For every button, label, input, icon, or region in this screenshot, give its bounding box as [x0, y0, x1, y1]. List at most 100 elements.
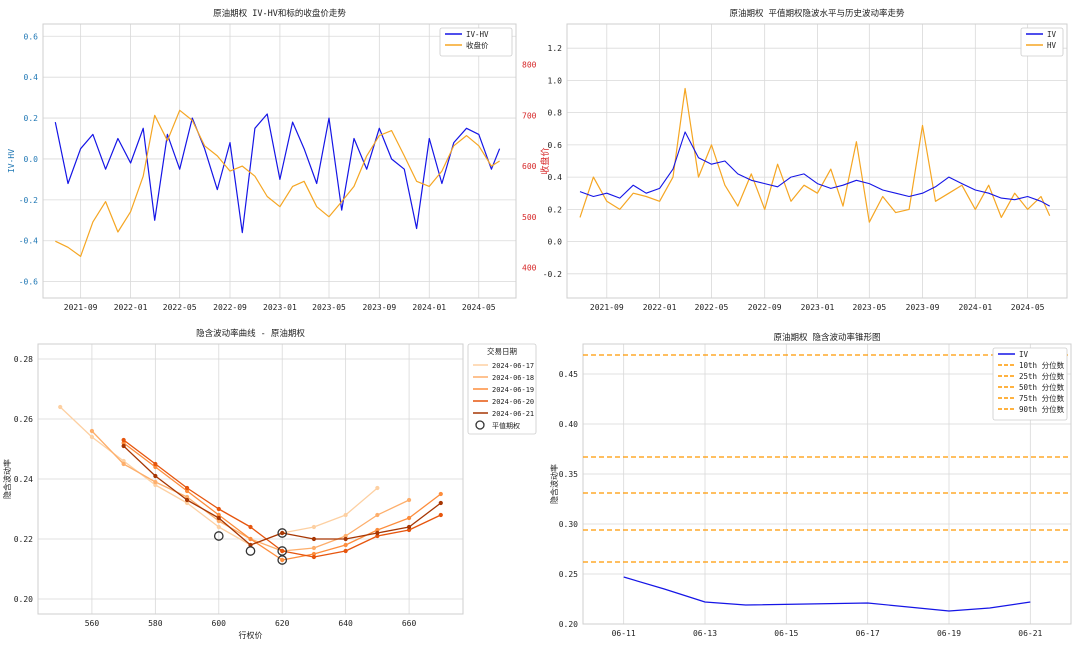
smile-point [280, 548, 285, 554]
smile-line [91, 430, 410, 552]
y-right-tick-label: 400 [522, 264, 537, 273]
legend-swatch [475, 420, 485, 430]
y-tick-label: 1.2 [548, 44, 563, 53]
y-tick-label: 0.45 [559, 370, 578, 379]
smile-point [375, 530, 380, 536]
smile-point [375, 527, 380, 533]
legend-label: 2024-06-17 [492, 362, 534, 370]
chart-title: 原油期权 平值期权隐波水平与历史波动率走势 [729, 8, 905, 19]
chart-title: 原油期权 IV-HV和标的收盘价走势 [213, 8, 346, 19]
smile-point [406, 515, 412, 521]
y-tick-label: 0.2 [548, 205, 563, 214]
smile-point [184, 488, 190, 494]
plot-frame [37, 343, 464, 615]
smile-point [89, 428, 95, 434]
legend-label: IV [1047, 30, 1057, 39]
legend-label: 平值期权 [492, 421, 520, 430]
legend-label: IV [1019, 350, 1029, 359]
smile-point [216, 512, 221, 518]
x-tick-label: 580 [148, 619, 163, 628]
x-tick-label: 2024-05 [462, 303, 496, 312]
x-tick-label: 06-21 [1018, 629, 1042, 638]
y-tick-label: -0.4 [19, 237, 38, 246]
x-tick-label: 2023-09 [362, 303, 396, 312]
smile-point [153, 482, 158, 488]
x-tick-label: 2023-05 [312, 303, 346, 312]
smile-point [248, 542, 253, 548]
y-tick-label: 0.20 [14, 595, 33, 604]
smile-point [311, 524, 317, 530]
smile-point [343, 542, 348, 548]
smile-point [153, 461, 158, 467]
y-tick-label: 0.2 [24, 114, 39, 123]
x-tick-label: 2023-09 [906, 303, 940, 312]
legend-label: 90th 分位数 [1019, 404, 1065, 414]
x-tick-label: 2022-09 [748, 303, 782, 312]
smile-point [311, 536, 317, 542]
smile-point [153, 473, 158, 479]
smile-point [89, 434, 95, 440]
smile-point [58, 404, 63, 410]
y-tick-label: -0.6 [19, 278, 38, 287]
x-tick-label: 620 [275, 619, 290, 628]
legend-box [1020, 27, 1064, 57]
legend-label: 2024-06-19 [492, 386, 534, 394]
y-tick-label: 0.30 [559, 520, 578, 529]
y-tick-label: 1.0 [548, 76, 563, 85]
y-tick-label: -0.2 [543, 270, 562, 279]
series-line-hv [579, 87, 1051, 223]
smile-point [438, 500, 443, 506]
y-tick-label: 0.22 [14, 535, 33, 544]
x-tick-label: 560 [85, 619, 100, 628]
x-axis-label: 行权价 [239, 630, 263, 640]
smile-point [216, 518, 221, 524]
x-tick-label: 2024-01 [412, 303, 446, 312]
y-tick-label: 0.20 [559, 620, 578, 629]
series-line-iv [579, 131, 1050, 207]
series-line-close [55, 109, 500, 257]
smile-point [406, 497, 412, 503]
atm-marker [277, 528, 288, 538]
plot-frame [42, 23, 517, 299]
x-tick-label: 06-19 [937, 629, 961, 638]
smile-point [216, 506, 221, 512]
y-axis-label: 隐含波动率 [2, 459, 12, 499]
smile-point [184, 485, 190, 491]
smile-point [311, 545, 317, 551]
x-tick-label: 2022-01 [643, 303, 677, 312]
y-tick-label: 0.6 [548, 141, 563, 150]
smile-point [153, 479, 158, 485]
chart-title: 隐含波动率曲线 - 原油期权 [196, 328, 305, 339]
smile-point [438, 512, 443, 518]
smile-point [216, 515, 221, 521]
smile-point [343, 548, 348, 554]
smile-point [343, 533, 348, 539]
y-tick-label: 0.8 [548, 109, 563, 118]
y-right-axis-label: 收盘价 [539, 147, 551, 174]
smile-point [311, 554, 317, 560]
y-tick-label: 0.25 [559, 570, 578, 579]
y-axis-label: 隐含波动率 [549, 464, 559, 504]
x-tick-label: 06-11 [612, 629, 636, 638]
atm-marker [277, 555, 288, 565]
x-tick-label: 2021-09 [590, 303, 624, 312]
x-tick-label: 2023-05 [852, 303, 886, 312]
y-tick-label: 0.28 [14, 355, 33, 364]
legend-box [467, 343, 537, 435]
y-tick-label: 0.4 [24, 73, 39, 82]
smile-point [280, 530, 285, 536]
smile-point [216, 524, 221, 530]
legend-label: 2024-06-21 [492, 410, 534, 418]
y-right-tick-label: 500 [522, 213, 537, 222]
smile-point [375, 533, 380, 539]
plot-frame [582, 343, 1072, 625]
smile-point [406, 527, 412, 533]
series-line-iv [623, 576, 1031, 612]
smile-point [438, 491, 443, 497]
smile-point [375, 485, 380, 491]
legend-label: 75th 分位数 [1019, 393, 1065, 403]
legend-label: 2024-06-18 [492, 374, 534, 382]
y-tick-label: 0.0 [548, 238, 563, 247]
legend-label: 25th 分位数 [1019, 371, 1065, 381]
